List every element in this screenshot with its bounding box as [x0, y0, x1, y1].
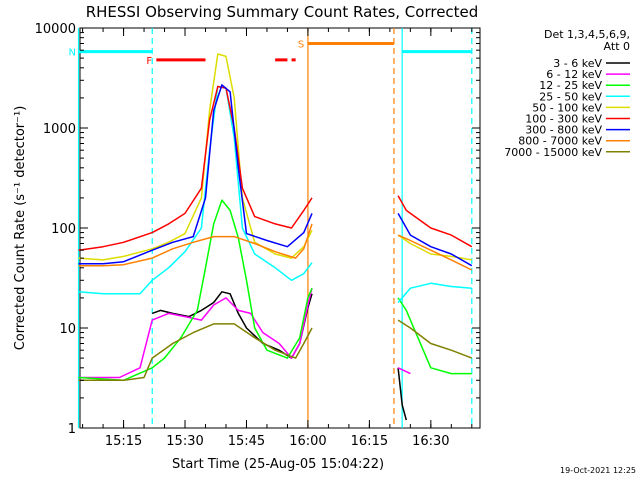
- legend-label: 800 - 7000 keV: [518, 135, 602, 148]
- y-tick-label: 10: [59, 322, 76, 337]
- x-tick-label: 15:15: [105, 434, 142, 449]
- legend-label: 6 - 12 keV: [546, 68, 602, 81]
- legend-header-line2: Att 0: [604, 40, 630, 53]
- y-tick-label: 100: [51, 222, 76, 237]
- x-tick-label: 16:00: [289, 434, 326, 449]
- legend-label: 100 - 300 keV: [525, 113, 602, 126]
- series-line: [78, 85, 472, 303]
- y-tick-label: 1000: [43, 122, 76, 137]
- legend-label: 12 - 25 keV: [539, 79, 602, 92]
- series-line: [78, 85, 473, 251]
- y-tick-label: 1: [68, 422, 76, 437]
- chart-title: RHESSI Observing Summary Count Rates, Co…: [86, 3, 479, 21]
- series-line: [78, 288, 411, 379]
- x-tick-label: 16:15: [351, 434, 388, 449]
- x-axis-label: Start Time (25-Aug-05 15:04:22): [172, 457, 384, 472]
- series-lines: [78, 53, 473, 421]
- x-tick-label: 15:45: [228, 434, 265, 449]
- axis-ticks: 1 10 100 1000 10000 15:15 15:30 15:45 16:00 16:15…: [35, 22, 480, 449]
- legend-label: 3 - 6 keV: [553, 57, 602, 70]
- legend-header-line1: Det 1,3,4,5,6,9,: [544, 28, 630, 41]
- series-line: [78, 199, 472, 382]
- series-line: [78, 84, 473, 267]
- series-line: [78, 223, 473, 271]
- legend-label: 50 - 100 keV: [532, 101, 602, 114]
- flags-layer: N F S: [68, 39, 472, 67]
- flag-label-N: N: [68, 48, 75, 59]
- footer-date: 19-Oct-2021 12:25: [560, 466, 636, 475]
- legend-label: 25 - 50 keV: [539, 90, 602, 103]
- legend-label: 300 - 800 keV: [525, 124, 602, 137]
- x-tick-label: 15:30: [166, 434, 203, 449]
- series-line: [151, 291, 408, 421]
- y-tick-label: 10000: [35, 22, 76, 37]
- y-axis-label: Corrected Count Rate (s⁻¹ detector⁻¹): [13, 106, 28, 351]
- flag-label-S: S: [298, 39, 304, 50]
- vertical-markers: [77, 28, 473, 428]
- x-tick-label: 16:30: [412, 434, 449, 449]
- series-line: [78, 319, 473, 382]
- flag-label-F: F: [146, 56, 152, 67]
- legend-label: 7000 - 15000 keV: [504, 146, 602, 159]
- series-line: [78, 53, 472, 261]
